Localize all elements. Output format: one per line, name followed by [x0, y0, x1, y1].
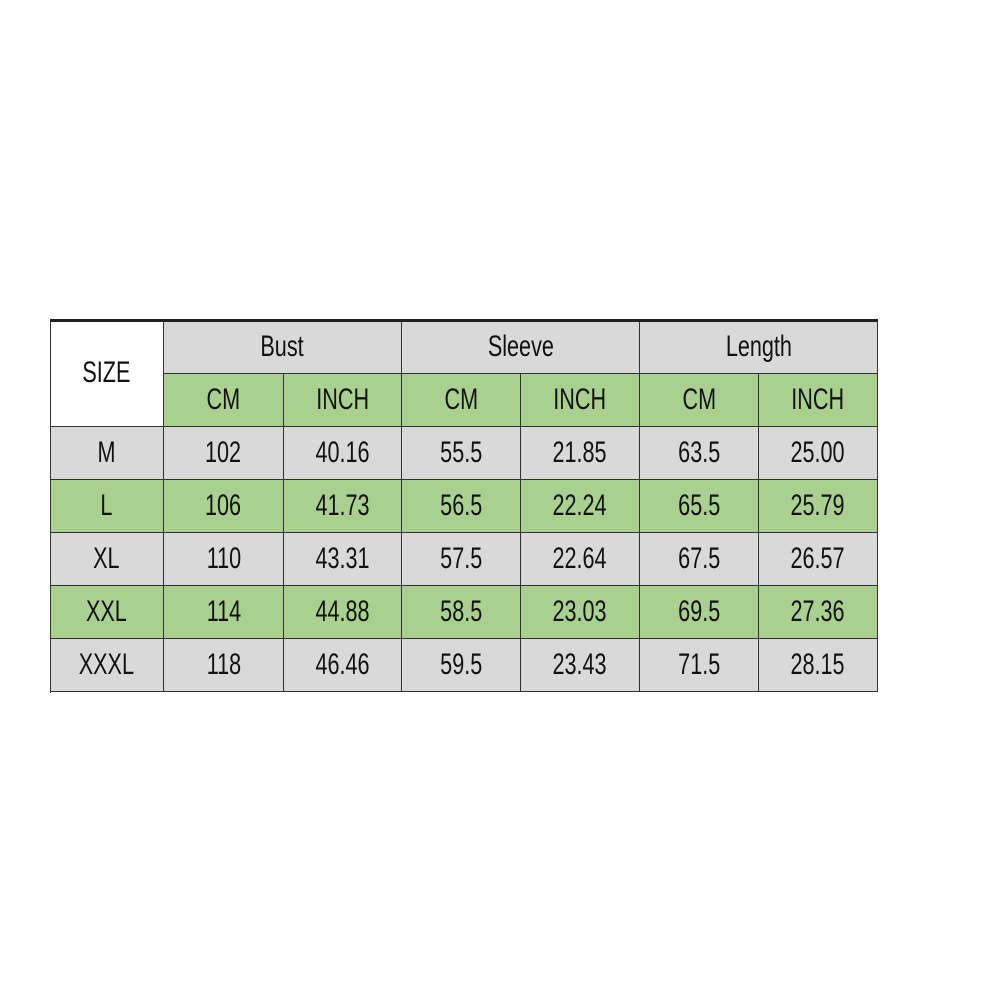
measurement: 110 [164, 533, 284, 586]
cell-text: 59.5 [439, 648, 483, 681]
measurement: 25.00 [759, 427, 878, 480]
measurement: 44.88 [284, 586, 402, 639]
cell-text: CM [682, 383, 716, 416]
unit-header: INCH [521, 374, 640, 427]
cell-text: XL [93, 542, 120, 575]
size-label: M [50, 427, 164, 480]
cell-text: INCH [316, 383, 369, 416]
unit-header: CM [402, 374, 521, 427]
measurement: 21.85 [521, 427, 640, 480]
measurement: 23.03 [521, 586, 640, 639]
cell-text: 41.73 [315, 489, 370, 522]
cell-text: 65.5 [677, 489, 721, 522]
cell-text: 21.85 [552, 436, 608, 469]
cell-text: 56.5 [439, 489, 483, 522]
measurement: 22.24 [521, 480, 640, 533]
cell-text: Bust [260, 329, 305, 363]
measurement: 102 [164, 427, 284, 480]
unit-header: CM [164, 374, 284, 427]
measurement: 23.43 [521, 639, 640, 692]
measurement: 43.31 [284, 533, 402, 586]
cell-text: 27.36 [790, 595, 846, 628]
cell-text: 67.5 [677, 542, 721, 575]
measurement: 106 [164, 480, 284, 533]
cell-text: 110 [206, 542, 241, 575]
cell-text: SIZE [82, 356, 131, 389]
cell-text: 118 [206, 648, 241, 681]
measurement: 114 [164, 586, 284, 639]
group-header: Bust [164, 320, 402, 374]
cell-text: 25.79 [790, 489, 846, 522]
cell-text: 46.46 [315, 648, 370, 681]
cell-text: 57.5 [439, 542, 483, 575]
unit-header: INCH [759, 374, 878, 427]
measurement: 65.5 [640, 480, 759, 533]
measurement: 46.46 [284, 639, 402, 692]
measurement: 40.16 [284, 427, 402, 480]
cell-text: 25.00 [790, 436, 846, 469]
cell-text: XXXL [78, 648, 135, 681]
measurement: 71.5 [640, 639, 759, 692]
cell-text: 44.88 [315, 595, 370, 628]
unit-header: INCH [284, 374, 402, 427]
measurement: 25.79 [759, 480, 878, 533]
measurement: 57.5 [402, 533, 521, 586]
cell-text: 106 [205, 489, 242, 522]
unit-header: CM [640, 374, 759, 427]
group-header: Sleeve [402, 320, 640, 374]
cell-text: Length [725, 329, 792, 363]
group-header: Length [640, 320, 878, 374]
size-header: SIZE [50, 320, 164, 427]
size-label: XL [50, 533, 164, 586]
measurement: 27.36 [759, 586, 878, 639]
measurement: 26.57 [759, 533, 878, 586]
cell-text: 71.5 [677, 648, 721, 681]
cell-text: 22.24 [552, 489, 608, 522]
measurement: 55.5 [402, 427, 521, 480]
measurement: 56.5 [402, 480, 521, 533]
cell-text: XXL [86, 595, 127, 628]
size-label: XXL [50, 586, 164, 639]
cell-text: 23.43 [552, 648, 608, 681]
size-label: L [50, 480, 164, 533]
measurement: 28.15 [759, 639, 878, 692]
cell-text: 22.64 [552, 542, 608, 575]
cell-text: 114 [206, 595, 241, 628]
measurement: 58.5 [402, 586, 521, 639]
measurement: 41.73 [284, 480, 402, 533]
cell-text: 55.5 [439, 436, 483, 469]
cell-text: Sleeve [487, 329, 554, 363]
cell-text: INCH [553, 383, 607, 416]
cell-text: 43.31 [315, 542, 370, 575]
cell-text: 40.16 [315, 436, 370, 469]
size-label: XXXL [50, 639, 164, 692]
measurement: 118 [164, 639, 284, 692]
cell-text: M [97, 436, 116, 469]
cell-text: 63.5 [677, 436, 721, 469]
cell-text: 102 [205, 436, 242, 469]
cell-text: CM [444, 383, 478, 416]
cell-text: CM [206, 383, 241, 416]
measurement: 67.5 [640, 533, 759, 586]
cell-text: 26.57 [790, 542, 846, 575]
measurement: 59.5 [402, 639, 521, 692]
measurement: 69.5 [640, 586, 759, 639]
cell-text: INCH [791, 383, 845, 416]
cell-text: L [100, 489, 113, 522]
cell-text: 23.03 [552, 595, 608, 628]
cell-text: 28.15 [790, 648, 846, 681]
measurement: 22.64 [521, 533, 640, 586]
measurement: 63.5 [640, 427, 759, 480]
cell-text: 69.5 [677, 595, 721, 628]
cell-text: 58.5 [439, 595, 483, 628]
